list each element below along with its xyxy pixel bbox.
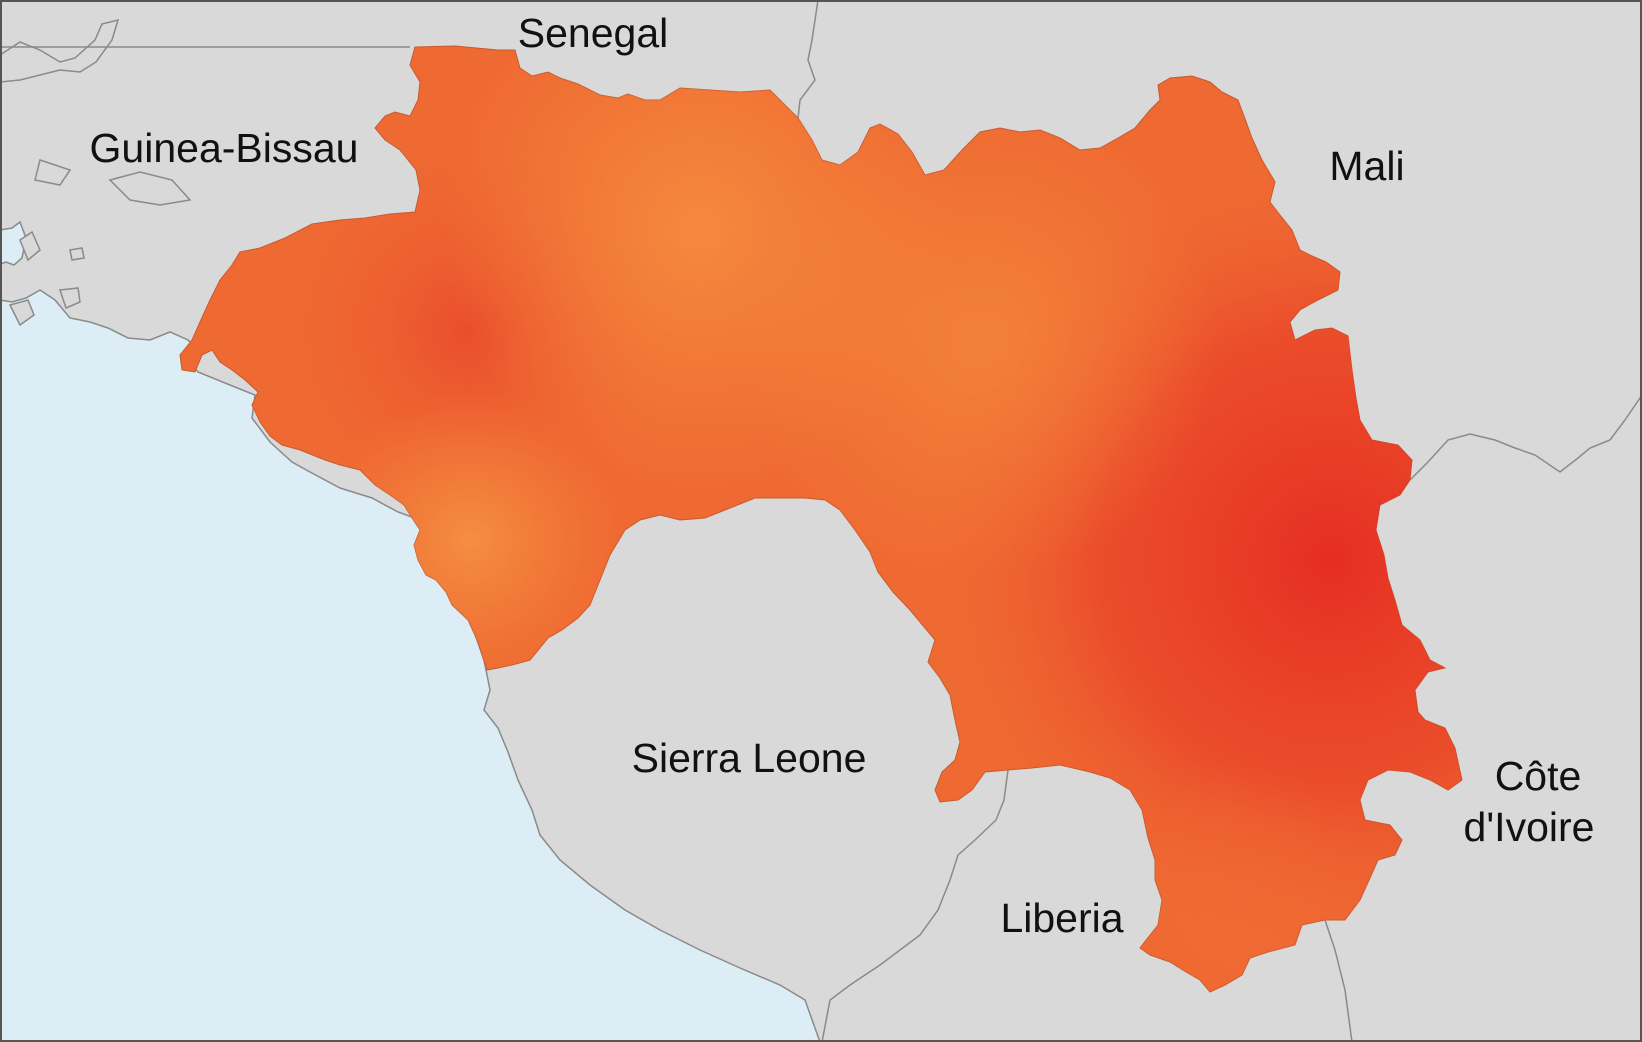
label-cote-divoire-line2: d'Ivoire bbox=[1464, 804, 1595, 850]
label-sierra-leone: Sierra Leone bbox=[632, 735, 867, 781]
liberia-sierra-leone-border bbox=[821, 769, 1009, 1042]
label-senegal: Senegal bbox=[518, 10, 668, 56]
guinea-bissau-coast bbox=[0, 18, 120, 83]
country-labels: Senegal Guinea-Bissau Mali Sierra Leone … bbox=[90, 10, 1595, 941]
cote-divoire-north-border bbox=[1409, 394, 1642, 481]
liberia-cote-divoire-border bbox=[1324, 919, 1353, 1042]
label-cote-divoire-line1: Côte bbox=[1495, 753, 1582, 799]
senegal-mali-border bbox=[797, 0, 819, 119]
label-guinea-bissau: Guinea-Bissau bbox=[90, 125, 359, 171]
bissau-islands bbox=[8, 159, 192, 327]
label-mali: Mali bbox=[1329, 143, 1404, 189]
label-liberia: Liberia bbox=[1000, 895, 1123, 941]
